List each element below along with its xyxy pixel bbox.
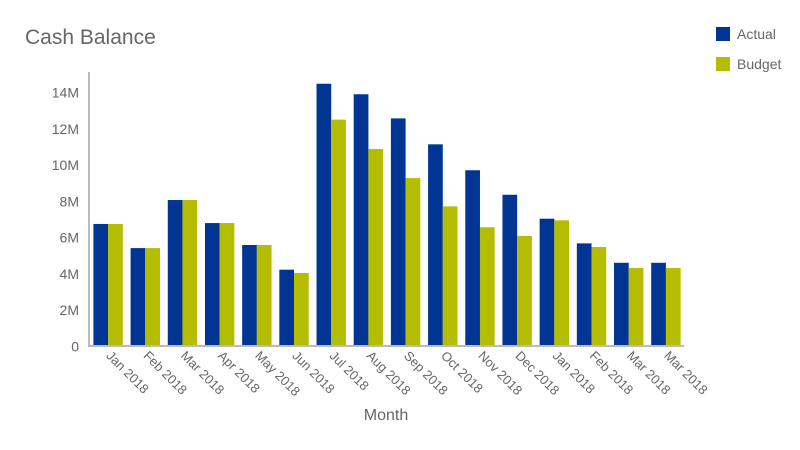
legend-label-budget: Budget — [737, 56, 782, 72]
y-axis: 0 2M 4M 6M 8M 10M 12M 14M — [52, 72, 90, 355]
bar-budget[interactable] — [442, 206, 458, 346]
bar-actual[interactable] — [353, 94, 369, 346]
bar-actual[interactable] — [167, 200, 183, 346]
bar-budget[interactable] — [591, 246, 607, 346]
bar-budget[interactable] — [479, 227, 495, 346]
x-axis-title: Month — [364, 407, 408, 424]
bar-budget[interactable] — [665, 268, 681, 346]
bar-budget[interactable] — [219, 223, 235, 346]
bar-budget[interactable] — [145, 248, 160, 346]
bar-actual[interactable] — [316, 83, 332, 346]
bar-budget[interactable] — [108, 223, 123, 346]
bar-budget[interactable] — [405, 178, 421, 346]
bar-budget[interactable] — [331, 119, 346, 346]
y-tick-label: 2M — [60, 302, 79, 318]
bars — [93, 83, 681, 346]
y-tick-label: 12M — [52, 121, 79, 137]
y-tick-label: 4M — [60, 266, 79, 282]
y-tick-label: 0 — [71, 339, 79, 355]
y-tick-label: 14M — [52, 85, 79, 101]
chart-title: Cash Balance — [25, 26, 156, 49]
bar-actual[interactable] — [502, 194, 518, 346]
bar-actual[interactable] — [242, 245, 257, 346]
bar-actual[interactable] — [279, 269, 295, 346]
legend-swatch-budget — [716, 57, 730, 71]
bar-budget[interactable] — [294, 272, 309, 346]
bar-budget[interactable] — [628, 268, 644, 346]
bar-actual[interactable] — [204, 223, 220, 346]
bar-budget[interactable] — [554, 220, 570, 346]
bar-budget[interactable] — [256, 245, 272, 346]
bar-actual[interactable] — [651, 262, 666, 346]
legend: Actual Budget — [716, 24, 781, 84]
bar-budget[interactable] — [182, 200, 198, 346]
legend-swatch-actual — [716, 27, 730, 41]
bar-actual[interactable] — [465, 170, 480, 346]
bar-budget[interactable] — [368, 149, 384, 346]
bar-actual[interactable] — [130, 248, 146, 346]
bar-actual[interactable] — [390, 118, 406, 346]
y-tick-label: 10M — [52, 157, 79, 173]
legend-item-actual[interactable]: Actual — [716, 24, 781, 44]
bar-actual[interactable] — [93, 223, 109, 346]
bar-budget[interactable] — [517, 235, 532, 346]
legend-item-budget[interactable]: Budget — [716, 54, 781, 74]
y-tick-label: 8M — [60, 193, 79, 209]
bar-actual[interactable] — [539, 218, 555, 346]
bar-actual[interactable] — [428, 144, 443, 346]
legend-label-actual: Actual — [737, 26, 776, 42]
y-tick-label: 6M — [60, 230, 79, 246]
bar-actual[interactable] — [614, 262, 629, 346]
bar-actual[interactable] — [576, 243, 592, 346]
